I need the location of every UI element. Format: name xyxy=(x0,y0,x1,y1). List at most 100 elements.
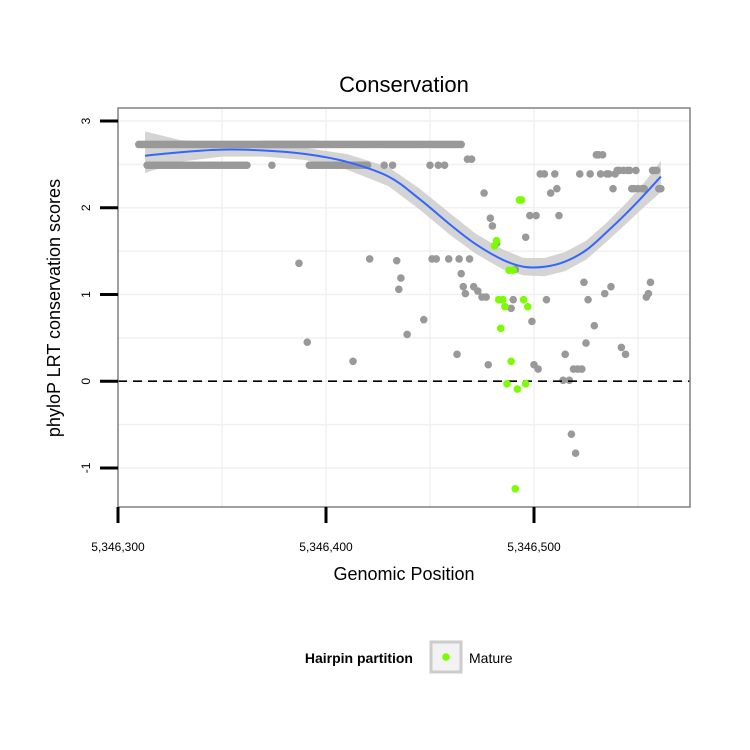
data-point xyxy=(561,350,569,359)
data-point xyxy=(551,170,559,178)
data-point xyxy=(600,289,609,298)
data-point xyxy=(457,140,466,149)
data-point xyxy=(311,140,320,149)
data-point xyxy=(559,376,567,385)
data-point xyxy=(571,449,580,458)
data-point xyxy=(388,161,397,170)
data-point xyxy=(461,289,470,298)
data-point xyxy=(605,170,613,178)
data-point xyxy=(617,343,626,352)
data-point xyxy=(575,170,584,178)
legend-key-mature-dot xyxy=(442,653,450,661)
data-point xyxy=(565,376,574,385)
data-point xyxy=(567,430,576,438)
data-point xyxy=(546,189,555,197)
panel-border xyxy=(117,107,691,508)
data-point xyxy=(482,293,490,301)
data-point xyxy=(532,211,540,220)
data-point xyxy=(486,214,495,222)
mature-point xyxy=(503,380,511,388)
data-point xyxy=(580,278,588,287)
x-axis: 5,346,300 5,346,400 5,346,500 xyxy=(91,507,561,554)
legend-label-mature: Mature xyxy=(469,650,513,666)
mature-point xyxy=(501,302,509,311)
x-tick-label: 5,346,500 xyxy=(507,540,561,554)
mature-point xyxy=(499,295,507,304)
data-point xyxy=(586,170,594,178)
mature-points xyxy=(490,196,532,493)
data-point xyxy=(578,365,586,373)
data-point xyxy=(434,161,443,170)
mature-point xyxy=(492,236,501,245)
data-point xyxy=(397,274,405,282)
data-point xyxy=(598,151,607,159)
data-point xyxy=(459,282,468,291)
data-point xyxy=(455,255,463,263)
data-point xyxy=(657,184,665,193)
data-point xyxy=(419,315,428,324)
data-point xyxy=(625,166,634,175)
mature-point xyxy=(496,324,505,333)
data-point xyxy=(403,330,411,339)
data-point xyxy=(540,170,549,178)
data-point xyxy=(644,289,653,298)
data-point xyxy=(432,255,441,263)
y-tick-label: -1 xyxy=(79,462,93,473)
data-point xyxy=(640,184,649,193)
y-tick-label: 1 xyxy=(79,291,93,298)
data-point xyxy=(652,166,661,175)
mature-point xyxy=(511,484,520,493)
data-point xyxy=(465,255,474,263)
y-tick-label: 3 xyxy=(79,117,93,124)
loess-smooth-line xyxy=(144,148,662,269)
data-point xyxy=(395,285,403,294)
data-point xyxy=(621,350,630,359)
data-point xyxy=(295,259,303,268)
y-tick-label: 2 xyxy=(79,204,93,211)
data-point xyxy=(509,295,517,304)
x-tick-label: 5,346,300 xyxy=(91,540,145,554)
data-point xyxy=(480,189,488,197)
x-tick-label: 5,346,400 xyxy=(299,540,353,554)
data-point xyxy=(553,184,561,193)
data-point xyxy=(646,278,655,287)
data-point xyxy=(528,317,536,326)
legend-key xyxy=(429,640,463,674)
y-axis: -1 0 1 2 3 xyxy=(79,117,118,473)
data-point xyxy=(365,255,374,263)
x-axis-title: Genomic Position xyxy=(333,564,474,584)
plot-panel xyxy=(118,108,690,507)
data-point xyxy=(392,256,401,265)
data-point xyxy=(474,287,482,295)
mature-point xyxy=(509,266,517,275)
data-point xyxy=(268,161,276,170)
data-point xyxy=(521,233,530,242)
mature-point xyxy=(513,385,522,393)
data-point xyxy=(632,166,640,175)
data-point xyxy=(349,357,357,366)
data-point xyxy=(582,339,590,347)
data-point xyxy=(590,321,599,330)
mature-point xyxy=(521,380,530,388)
data-point xyxy=(484,360,493,369)
data-point xyxy=(555,211,563,220)
mature-point xyxy=(519,295,528,304)
mature-point xyxy=(523,302,532,311)
data-point xyxy=(243,161,251,170)
data-point xyxy=(596,170,605,178)
data-point xyxy=(607,282,615,291)
data-point xyxy=(542,295,551,304)
data-point xyxy=(609,184,617,193)
data-point xyxy=(467,155,476,163)
data-point xyxy=(526,211,534,220)
data-point xyxy=(303,338,312,346)
data-point xyxy=(507,304,515,313)
data-point xyxy=(380,161,389,170)
data-point xyxy=(584,295,592,304)
data-point xyxy=(457,269,466,278)
legend: Hairpin partition Mature xyxy=(305,640,513,674)
data-point xyxy=(488,222,497,230)
mature-point xyxy=(507,357,515,366)
data-point xyxy=(453,350,461,359)
other-points xyxy=(135,140,665,458)
